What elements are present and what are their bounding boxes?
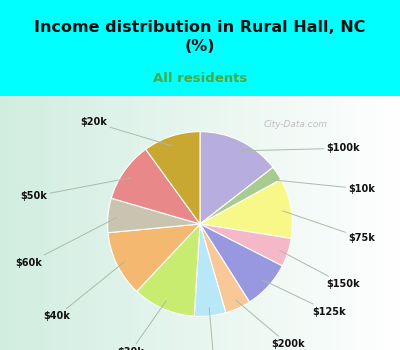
Text: City-Data.com: City-Data.com bbox=[264, 120, 328, 129]
Text: $200k: $200k bbox=[236, 300, 304, 349]
Text: $50k: $50k bbox=[20, 178, 131, 201]
Wedge shape bbox=[200, 224, 291, 266]
Wedge shape bbox=[200, 167, 281, 224]
Text: $30k: $30k bbox=[117, 301, 166, 350]
Text: Income distribution in Rural Hall, NC
(%): Income distribution in Rural Hall, NC (%… bbox=[34, 20, 366, 54]
Text: $40k: $40k bbox=[43, 261, 125, 321]
Text: All residents: All residents bbox=[153, 72, 247, 85]
Text: $150k: $150k bbox=[280, 251, 360, 289]
Wedge shape bbox=[108, 224, 200, 291]
Wedge shape bbox=[200, 224, 282, 302]
Wedge shape bbox=[111, 149, 200, 224]
Text: $100k: $100k bbox=[238, 143, 360, 153]
Text: $20k: $20k bbox=[80, 117, 172, 146]
Text: $60k: $60k bbox=[16, 218, 116, 268]
Text: $10k: $10k bbox=[271, 180, 375, 194]
Wedge shape bbox=[108, 198, 200, 233]
Wedge shape bbox=[200, 132, 273, 224]
Wedge shape bbox=[137, 224, 200, 316]
Wedge shape bbox=[146, 132, 200, 224]
Text: $125k: $125k bbox=[263, 280, 346, 317]
Wedge shape bbox=[200, 224, 250, 313]
Text: $75k: $75k bbox=[283, 211, 375, 243]
Wedge shape bbox=[200, 180, 292, 238]
Text: > $200k: > $200k bbox=[191, 308, 236, 350]
Wedge shape bbox=[194, 224, 226, 316]
